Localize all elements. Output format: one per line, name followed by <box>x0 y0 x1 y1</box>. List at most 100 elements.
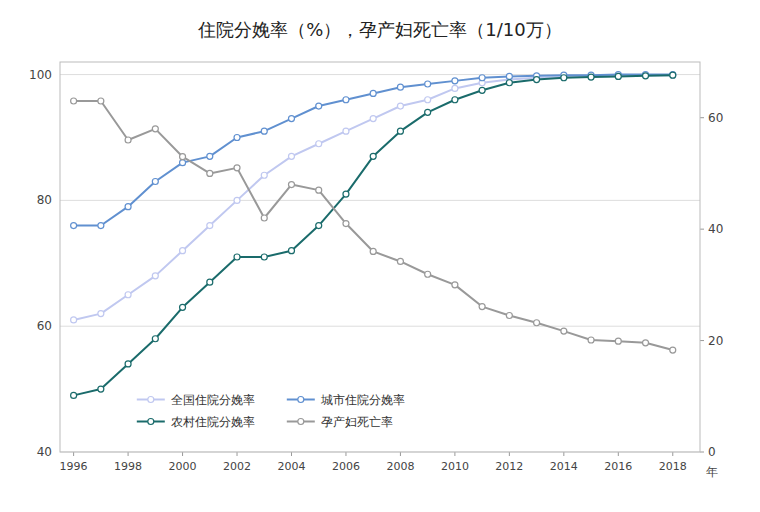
point <box>152 273 158 279</box>
point <box>125 204 131 210</box>
series-line <box>74 75 673 226</box>
point <box>534 320 540 326</box>
point <box>479 304 485 310</box>
point <box>506 313 512 319</box>
y2-tick <box>700 117 704 118</box>
grid-line <box>60 326 700 327</box>
point <box>615 73 621 79</box>
x-tick-label: 2010 <box>441 460 469 473</box>
point <box>506 80 512 86</box>
series-line <box>74 75 673 395</box>
y-tick-label: 40 <box>37 445 52 459</box>
point <box>534 77 540 83</box>
point <box>71 392 77 398</box>
x-tick-label: 1998 <box>114 460 142 473</box>
y2-tick-label: 40 <box>708 222 723 236</box>
point <box>370 153 376 159</box>
y2-tick-label: 20 <box>708 334 723 348</box>
point <box>561 75 567 81</box>
point <box>261 128 267 134</box>
point <box>397 128 403 134</box>
point <box>125 292 131 298</box>
series-line <box>74 75 673 320</box>
point <box>98 223 104 229</box>
x-tick-label: 2014 <box>550 460 578 473</box>
point <box>425 109 431 115</box>
point <box>643 72 649 78</box>
point <box>261 254 267 260</box>
point <box>234 254 240 260</box>
point <box>234 197 240 203</box>
point <box>234 165 240 171</box>
point <box>506 73 512 79</box>
point <box>152 336 158 342</box>
x-tick <box>509 452 510 456</box>
point <box>643 340 649 346</box>
point <box>125 361 131 367</box>
point <box>152 179 158 185</box>
point <box>98 386 104 392</box>
chart: 住院分娩率（%），孕产妇死亡率（1/10万）406080100020406019… <box>0 0 760 512</box>
point <box>316 103 322 109</box>
legend-marker <box>298 397 304 403</box>
x-tick-label: 2008 <box>386 460 414 473</box>
legend-label: 农村住院分娩率 <box>171 415 255 429</box>
point <box>180 304 186 310</box>
point <box>207 223 213 229</box>
point <box>397 84 403 90</box>
point <box>343 221 349 227</box>
point <box>152 126 158 132</box>
point <box>452 97 458 103</box>
point <box>452 282 458 288</box>
point <box>125 137 131 143</box>
x-tick <box>128 452 129 456</box>
legend-marker <box>148 419 154 425</box>
point <box>234 134 240 140</box>
y2-tick <box>700 229 704 230</box>
y-tick-label: 80 <box>37 193 52 207</box>
point <box>479 75 485 81</box>
point <box>615 338 621 344</box>
series-line <box>74 101 673 350</box>
title: 住院分娩率（%），孕产妇死亡率（1/10万） <box>197 19 562 40</box>
plot-frame <box>60 62 700 452</box>
x-tick-label: 2018 <box>659 460 687 473</box>
point <box>71 98 77 104</box>
x-tick <box>618 452 619 456</box>
point <box>452 85 458 91</box>
x-tick-label: 1996 <box>60 460 88 473</box>
point <box>343 191 349 197</box>
x-axis-label: 年 <box>706 465 718 479</box>
point <box>288 116 294 122</box>
point <box>670 72 676 78</box>
point <box>425 97 431 103</box>
point <box>370 248 376 254</box>
plot-area <box>71 72 676 399</box>
point <box>670 347 676 353</box>
point <box>343 128 349 134</box>
point <box>207 153 213 159</box>
point <box>180 160 186 166</box>
y2-tick <box>700 452 704 453</box>
point <box>261 215 267 221</box>
point <box>316 141 322 147</box>
point <box>397 258 403 264</box>
point <box>588 337 594 343</box>
legend-label: 城市住院分娩率 <box>320 393 405 407</box>
y2-tick <box>700 340 704 341</box>
point <box>588 74 594 80</box>
x-tick-label: 2002 <box>223 460 251 473</box>
point <box>425 81 431 87</box>
point <box>370 90 376 96</box>
point <box>316 187 322 193</box>
legend-label: 全国住院分娩率 <box>171 393 255 407</box>
point <box>207 279 213 285</box>
legend: 全国住院分娩率 城市住院分娩率农村住院分娩率 孕产妇死亡率 <box>137 393 405 429</box>
point <box>615 73 621 79</box>
point <box>180 154 186 160</box>
point <box>425 271 431 277</box>
x-tick <box>182 452 183 456</box>
point <box>207 170 213 176</box>
point <box>71 223 77 229</box>
legend-label: 孕产妇死亡率 <box>321 415 393 429</box>
